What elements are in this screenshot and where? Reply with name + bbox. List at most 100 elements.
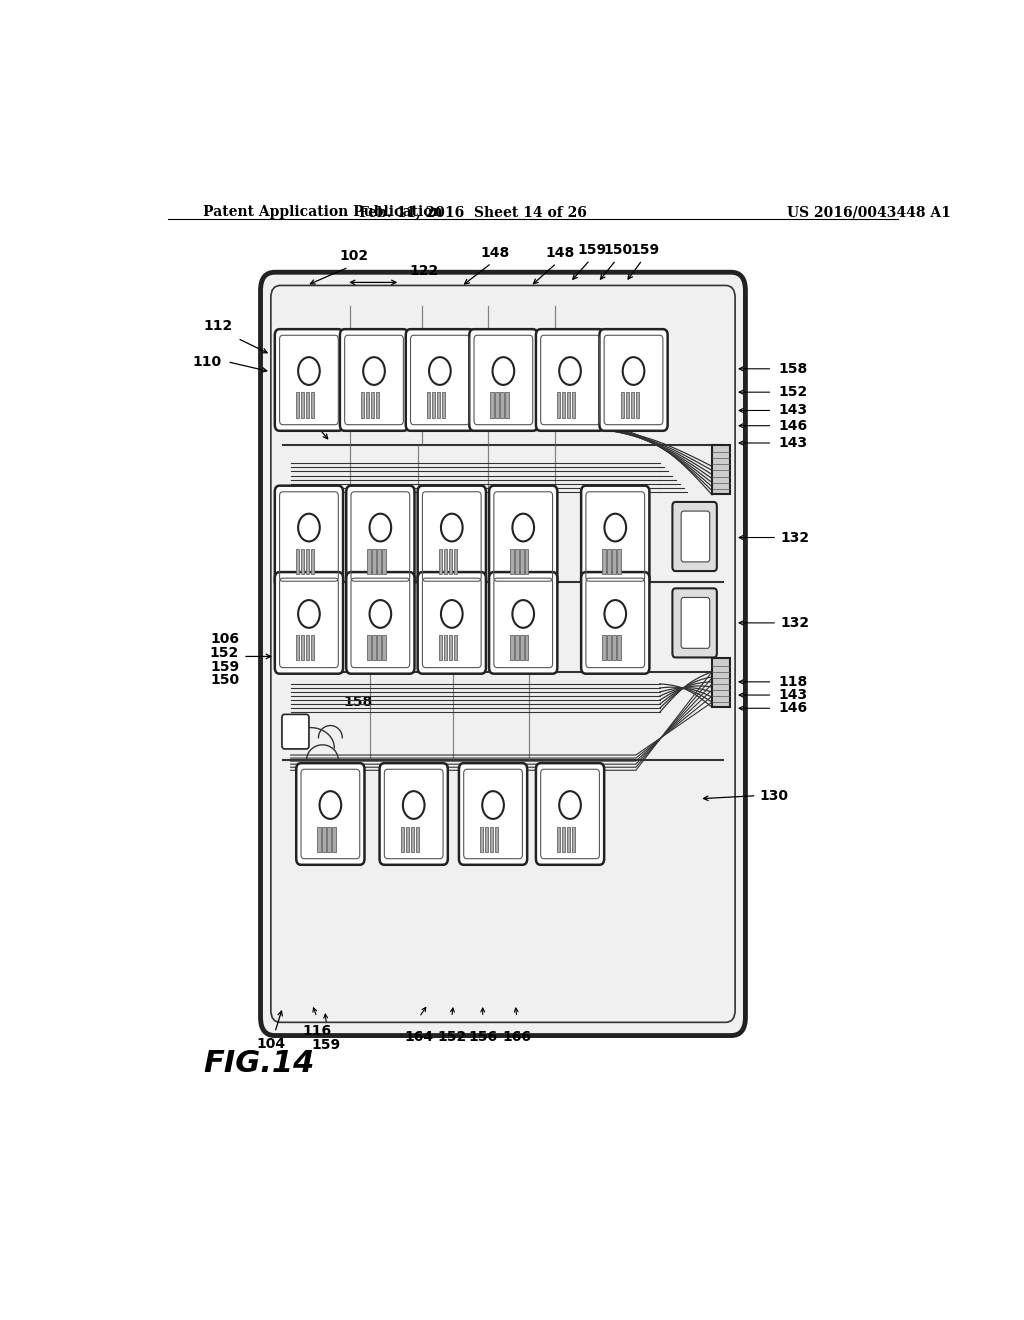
Circle shape [604, 601, 626, 628]
Bar [510, 549, 513, 574]
Bar [301, 635, 304, 660]
Text: 106: 106 [210, 632, 240, 647]
Bar [416, 826, 419, 851]
Text: FIG.14: FIG.14 [204, 1049, 314, 1078]
Circle shape [364, 358, 385, 385]
Text: 159: 159 [578, 243, 607, 257]
Bar [626, 392, 629, 417]
Text: 156: 156 [468, 1031, 498, 1044]
Bar [437, 392, 440, 417]
Text: 152: 152 [210, 647, 240, 660]
Text: 152: 152 [457, 408, 485, 421]
Bar [515, 635, 518, 660]
Bar [442, 392, 445, 417]
FancyBboxPatch shape [459, 763, 527, 865]
Bar [510, 635, 513, 660]
Text: 146: 146 [778, 418, 808, 433]
FancyBboxPatch shape [260, 272, 745, 1036]
Text: 150: 150 [604, 243, 633, 257]
FancyBboxPatch shape [418, 486, 486, 587]
Bar [311, 549, 314, 574]
FancyBboxPatch shape [340, 329, 409, 430]
FancyBboxPatch shape [274, 572, 343, 673]
Text: 158: 158 [628, 383, 657, 397]
FancyBboxPatch shape [282, 714, 309, 748]
Circle shape [319, 791, 341, 818]
Bar [301, 549, 304, 574]
Bar [317, 826, 321, 851]
FancyBboxPatch shape [469, 329, 538, 430]
Bar [567, 392, 570, 417]
Circle shape [298, 601, 319, 628]
Bar [323, 826, 326, 851]
Bar [496, 392, 499, 417]
Bar [376, 392, 379, 417]
Bar [373, 635, 376, 660]
Circle shape [370, 601, 391, 628]
Bar [443, 549, 447, 574]
Bar [490, 392, 494, 417]
Bar [567, 826, 570, 851]
Text: 122: 122 [410, 264, 439, 279]
Bar [520, 635, 523, 660]
FancyBboxPatch shape [681, 598, 710, 648]
Bar [411, 826, 414, 851]
Bar [427, 392, 430, 417]
Text: 116: 116 [302, 1024, 332, 1039]
Text: Patent Application Publication: Patent Application Publication [204, 205, 443, 219]
Bar [371, 392, 375, 417]
Text: 150: 150 [210, 673, 240, 686]
Bar [557, 392, 560, 417]
Bar [368, 635, 371, 660]
Text: 104: 104 [256, 1036, 286, 1051]
Bar [612, 635, 615, 660]
Bar [454, 635, 457, 660]
Bar [712, 445, 729, 494]
Bar [572, 826, 575, 851]
Circle shape [402, 791, 425, 818]
Text: 158: 158 [778, 362, 808, 376]
FancyBboxPatch shape [681, 511, 710, 562]
Bar [296, 549, 299, 574]
Text: 159: 159 [631, 243, 660, 257]
Circle shape [298, 513, 319, 541]
Text: 143: 143 [778, 688, 808, 702]
Circle shape [429, 358, 451, 385]
Bar [400, 826, 404, 851]
FancyBboxPatch shape [274, 329, 343, 430]
Bar [525, 549, 528, 574]
Bar [496, 826, 499, 851]
FancyBboxPatch shape [380, 763, 447, 865]
Bar [612, 549, 615, 574]
Bar [439, 635, 442, 660]
FancyBboxPatch shape [536, 763, 604, 865]
FancyBboxPatch shape [599, 329, 668, 430]
Text: 152: 152 [437, 1031, 466, 1044]
Bar [311, 392, 314, 417]
Text: 148: 148 [546, 246, 575, 260]
Bar [490, 826, 494, 851]
Bar [602, 635, 605, 660]
Bar [368, 549, 371, 574]
Circle shape [482, 791, 504, 818]
Bar [562, 826, 565, 851]
Text: 148: 148 [480, 246, 509, 260]
Bar [501, 392, 504, 417]
Bar [296, 635, 299, 660]
Text: 152: 152 [778, 385, 808, 399]
Text: US 2016/0043448 A1: US 2016/0043448 A1 [786, 205, 950, 219]
Circle shape [512, 513, 535, 541]
Text: 132: 132 [780, 531, 809, 545]
Bar [306, 392, 309, 417]
Circle shape [559, 791, 581, 818]
Bar [449, 635, 452, 660]
Circle shape [512, 601, 535, 628]
Bar [306, 635, 309, 660]
Circle shape [298, 358, 319, 385]
FancyBboxPatch shape [489, 486, 557, 587]
Bar [301, 392, 304, 417]
FancyBboxPatch shape [673, 502, 717, 572]
Bar [607, 549, 610, 574]
Bar [449, 549, 452, 574]
Bar [607, 635, 610, 660]
